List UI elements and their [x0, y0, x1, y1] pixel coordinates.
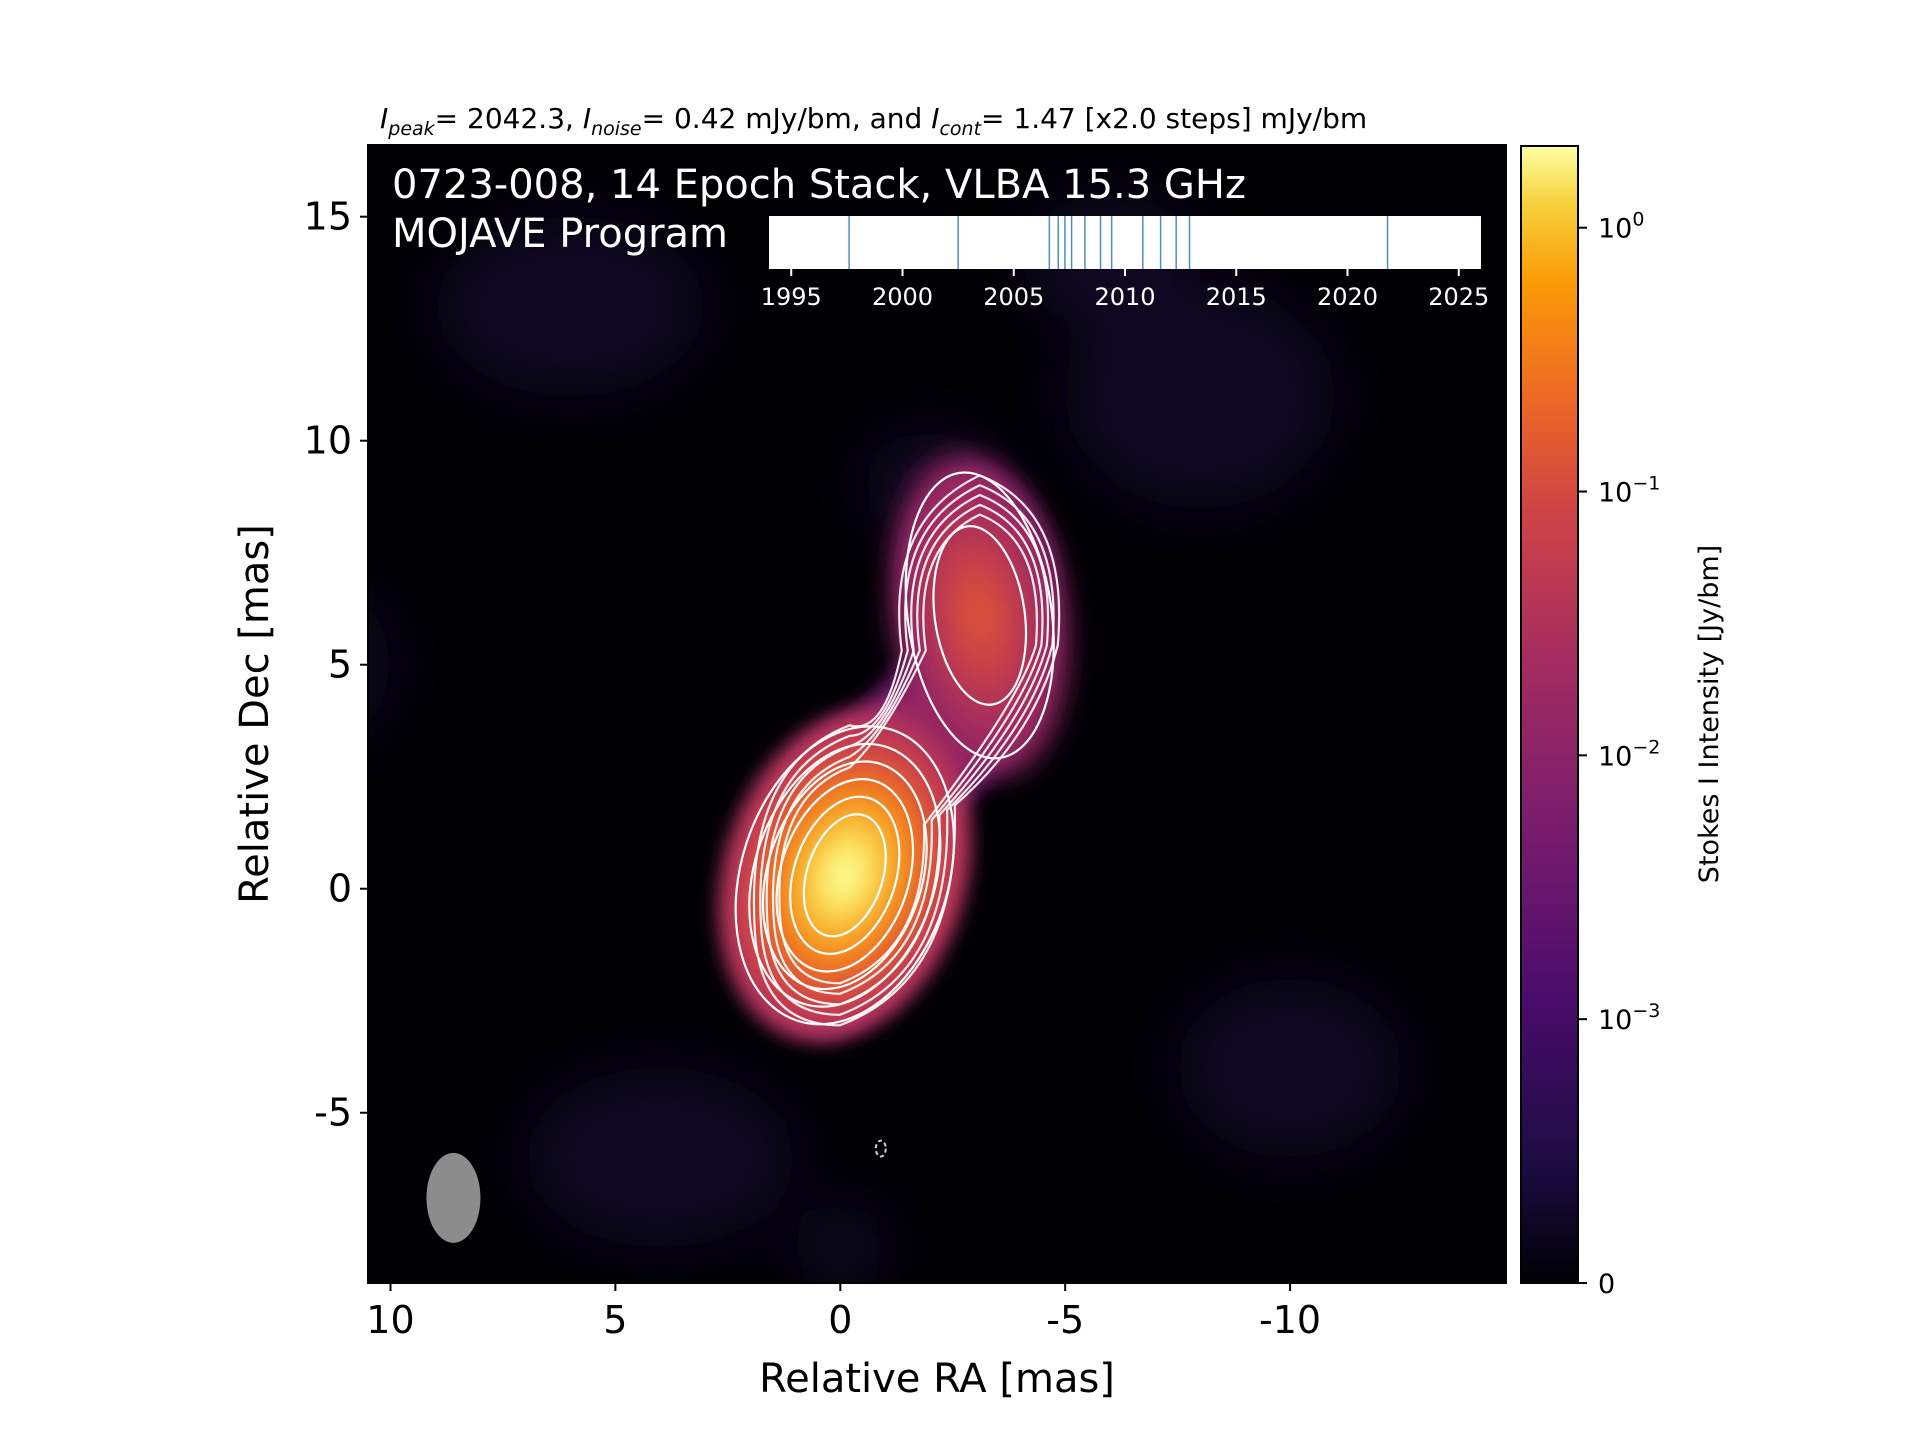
noise-blob	[525, 1067, 796, 1248]
noise-blob	[1065, 283, 1336, 509]
stats-peak-symbol: I	[380, 102, 388, 135]
x-axis-label: Relative RA [mas]	[759, 1356, 1115, 1402]
contour-level	[802, 813, 887, 938]
beam-ellipse	[426, 1152, 481, 1243]
map-frame	[367, 144, 1507, 1284]
contour-level	[789, 795, 901, 955]
stats-noise-subscript: noise	[591, 118, 642, 140]
contour-level	[775, 778, 915, 973]
timeline-ticks: 1995 2000 2005 2010 2015 2020 2025	[761, 269, 1489, 311]
intensity-map: 10 5 0 -5 -10 -5 0 5 10 15 Relative RA [mas] Rel…	[232, 144, 1507, 1402]
timeline-tick-label: 2005	[983, 283, 1044, 311]
stats-cont-symbol: I	[931, 102, 939, 135]
x-tick-label: -5	[1046, 1298, 1084, 1342]
colorbar-tick-label: 0	[1598, 1269, 1615, 1300]
overlay-title-line1: 0723-008, 14 Epoch Stack, VLBA 15.3 GHz	[392, 162, 1246, 208]
y-tick-label: -5	[314, 1091, 352, 1135]
y-tick-label: 5	[328, 643, 352, 687]
stats-noise-value: = 0.42 mJy/bm, and	[642, 102, 923, 135]
x-axis-ticks: 10 5 0 -5 -10	[366, 1283, 1321, 1342]
epoch-timeline: 1995 2000 2005 2010 2015 2020 2025	[761, 216, 1489, 311]
jet-knot-emission	[892, 454, 1068, 777]
y-tick-label: 15	[304, 195, 352, 239]
y-axis-ticks: -5 0 5 10 15	[304, 195, 368, 1135]
timeline-tick-label: 2000	[872, 283, 933, 311]
contour-level	[759, 484, 1055, 1016]
stats-noise-symbol: I	[583, 102, 591, 135]
timeline-tick-label: 2015	[1206, 283, 1267, 311]
stats-cont-subscript: cont	[939, 118, 982, 140]
contour-level	[904, 471, 1055, 760]
negative-contour	[874, 1139, 887, 1158]
colorbar-label: Stokes I Intensity [Jy/bm]	[1694, 545, 1725, 883]
colorbar-gradient-bar	[1520, 145, 1579, 1284]
noise-blob	[1177, 977, 1403, 1158]
contour-layer	[734, 471, 1061, 1027]
timeline-tick-label: 1995	[761, 283, 822, 311]
x-tick-label: 0	[828, 1298, 852, 1342]
stats-cont-value: = 1.47 [x2.0 steps] mJy/bm	[981, 102, 1367, 135]
noise-blob	[368, 605, 391, 725]
noise-blob	[435, 216, 706, 397]
y-axis-label: Relative Dec [mas]	[232, 524, 278, 904]
contour-level	[752, 474, 1061, 1027]
noise-blob	[795, 1202, 886, 1283]
contour-level	[771, 503, 1044, 995]
x-tick-label: 5	[603, 1298, 627, 1342]
colorbar-tick-label: 10−2	[1598, 736, 1660, 772]
negative-contour-layer	[874, 1139, 887, 1158]
timeline-tick-label: 2025	[1428, 283, 1489, 311]
x-tick-label: 10	[366, 1298, 414, 1342]
colorbar: 0 10−3 10−2 10−1 100 Stokes I Intensity [Jy/…	[1520, 145, 1725, 1300]
timeline-box	[769, 216, 1481, 269]
y-tick-label: 10	[304, 419, 352, 463]
colorbar-ticks: 0 10−3 10−2 10−1 100	[1578, 209, 1660, 1300]
overlay-title-line2: MOJAVE Program	[392, 211, 728, 257]
colorbar-tick-label: 10−3	[1598, 1000, 1660, 1036]
stats-line: Ipeak= 2042.3, Inoise= 0.42 mJy/bm, and …	[380, 102, 1367, 140]
stats-peak-subscript: peak	[387, 118, 435, 140]
colorbar-tick-label: 100	[1598, 209, 1644, 245]
contour-level	[932, 525, 1028, 706]
contour-level	[748, 742, 942, 1008]
background-noise	[368, 194, 1403, 1283]
timeline-tick-label: 2020	[1317, 283, 1378, 311]
stats-peak-value: = 2042.3,	[435, 102, 574, 135]
colorbar-tick-label: 10−1	[1598, 473, 1660, 509]
y-tick-label: 0	[328, 867, 352, 911]
x-tick-label: -10	[1259, 1298, 1321, 1342]
timeline-tick-label: 2010	[1094, 283, 1155, 311]
contour-level	[734, 725, 956, 1026]
timeline-epoch-lines	[848, 216, 1389, 269]
contour-level	[761, 760, 928, 991]
